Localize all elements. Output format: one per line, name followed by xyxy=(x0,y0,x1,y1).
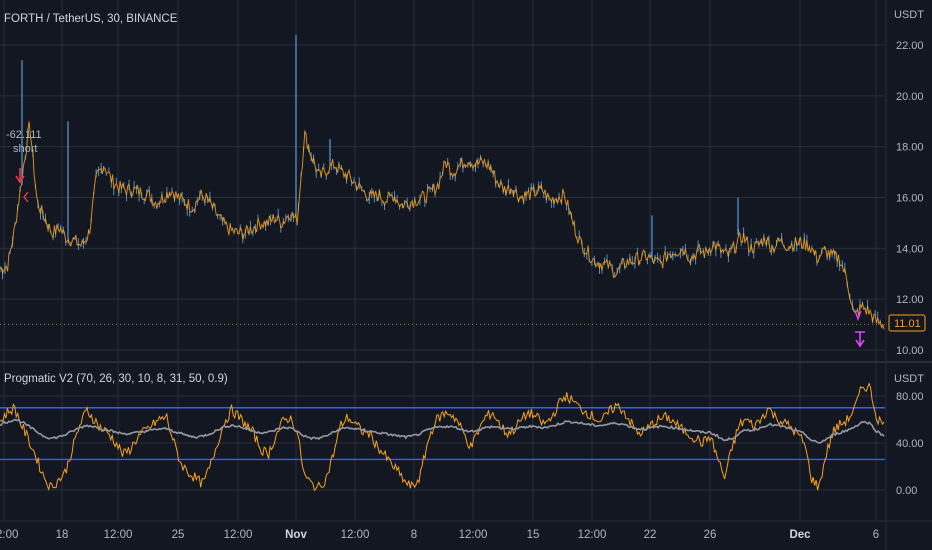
trade-label-annotation: short xyxy=(13,143,37,155)
time-tick-label: 12:00 xyxy=(459,529,488,541)
time-tick-label: 12:00 xyxy=(578,529,607,541)
indicator-tick-label: 40.00 xyxy=(896,438,924,450)
price-axis-labels[interactable]: 22.00 20.00 18.00 16.00 14.00 12.00 10.00 xyxy=(896,40,924,357)
oscillator-line xyxy=(0,382,885,492)
price-tick-label: 14.00 xyxy=(896,243,924,255)
current-price-tag: 11.01 xyxy=(888,314,926,332)
price-tick-label: 22.00 xyxy=(896,40,924,52)
price-tick-label: 10.00 xyxy=(896,345,924,357)
time-tick-label: 8 xyxy=(411,529,417,541)
time-tick-label: 25 xyxy=(172,529,185,541)
price-axis-unit: USDT xyxy=(894,9,924,21)
signal-marks xyxy=(15,168,865,348)
time-tick-label: Nov xyxy=(285,529,307,541)
price-gridlines xyxy=(0,44,885,351)
indicator-tick-label: 80.00 xyxy=(896,391,924,403)
current-price-tag-box xyxy=(888,314,926,332)
indicator-tick-label: 0.00 xyxy=(896,485,917,497)
indicator-axis-unit: USDT xyxy=(894,373,924,385)
long-arrow-icon xyxy=(855,331,865,348)
price-series[interactable] xyxy=(0,34,885,330)
price-tick-label: 18.00 xyxy=(896,142,924,154)
time-tick-label: 15 xyxy=(527,529,540,541)
time-axis-labels[interactable]: 12:00 18 12:00 25 12:00 Nov 12:00 8 12:00 15 12:00… xyxy=(0,529,879,541)
trade-value-annotation: -62.111 xyxy=(6,129,42,141)
time-tick-label: 12:00 xyxy=(224,529,253,541)
exit-arrow-icon xyxy=(23,191,29,203)
time-tick-label: 6 xyxy=(873,529,879,541)
price-line xyxy=(0,121,885,330)
indicator-gridlines xyxy=(0,395,885,491)
time-tick-label: 22 xyxy=(644,529,657,541)
exit-marker-icon xyxy=(854,310,862,321)
indicator-axis-labels[interactable]: 80.00 40.00 0.00 xyxy=(896,391,924,497)
time-tick-label: 12:00 xyxy=(341,529,370,541)
oscillator-series[interactable] xyxy=(0,382,885,492)
chart-title: FORTH / TetherUS, 30, BINANCE xyxy=(4,13,178,25)
time-tick-label: Dec xyxy=(789,529,811,541)
short-arrow-icon xyxy=(15,168,25,184)
price-tick-label: 12.00 xyxy=(896,294,924,306)
indicator-title: Progmatic V2 (70, 26, 30, 10, 8, 31, 50,… xyxy=(4,373,228,385)
time-tick-label: 26 xyxy=(704,529,717,541)
signal-line xyxy=(0,418,885,444)
time-tick-label: 18 xyxy=(56,529,69,541)
time-tick-label: 12:00 xyxy=(0,529,18,541)
price-tick-label: 20.00 xyxy=(896,91,924,103)
current-price-label: 11.01 xyxy=(894,318,921,330)
time-tick-label: 12:00 xyxy=(104,529,133,541)
price-tick-label: 16.00 xyxy=(896,193,924,205)
